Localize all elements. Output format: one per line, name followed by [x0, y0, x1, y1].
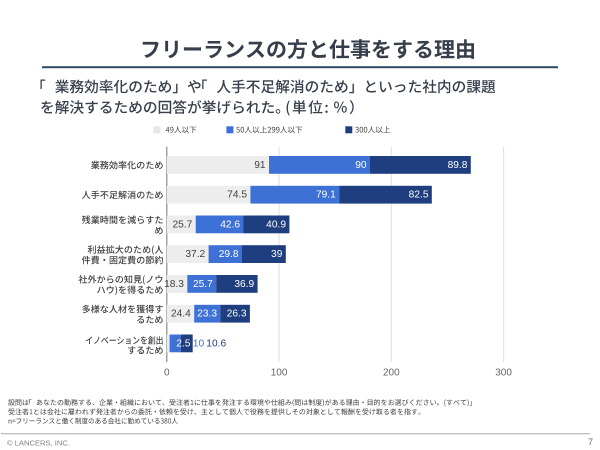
svg-text:91: 91: [254, 160, 266, 171]
svg-text:36.9: 36.9: [234, 279, 254, 290]
svg-text:79.1: 79.1: [316, 190, 336, 201]
svg-text:23.3: 23.3: [197, 309, 217, 320]
svg-text:40.9: 40.9: [266, 219, 286, 230]
svg-text:200: 200: [383, 368, 400, 379]
svg-text:25.7: 25.7: [193, 279, 213, 290]
svg-text:39: 39: [271, 249, 283, 260]
svg-text:18.3: 18.3: [164, 279, 184, 290]
svg-text:0: 0: [164, 368, 170, 379]
svg-text:29.8: 29.8: [219, 249, 239, 260]
svg-text:37.2: 37.2: [185, 249, 205, 260]
svg-text:26.3: 26.3: [227, 309, 247, 320]
svg-text:100: 100: [271, 368, 288, 379]
svg-text:42.6: 42.6: [220, 219, 240, 230]
svg-text:24.4: 24.4: [171, 309, 191, 320]
svg-text:25.7: 25.7: [172, 219, 192, 230]
svg-text:© LANCERS, INC.: © LANCERS, INC.: [7, 438, 70, 447]
svg-text:10: 10: [193, 338, 205, 349]
svg-text:89.8: 89.8: [448, 160, 468, 171]
svg-text:10.6: 10.6: [206, 338, 226, 349]
svg-text:90: 90: [355, 160, 367, 171]
svg-text:300: 300: [495, 368, 512, 379]
svg-text:82.5: 82.5: [409, 190, 429, 201]
svg-text:74.5: 74.5: [227, 190, 247, 201]
svg-text:2.5: 2.5: [176, 338, 190, 349]
svg-text:7: 7: [588, 437, 593, 447]
